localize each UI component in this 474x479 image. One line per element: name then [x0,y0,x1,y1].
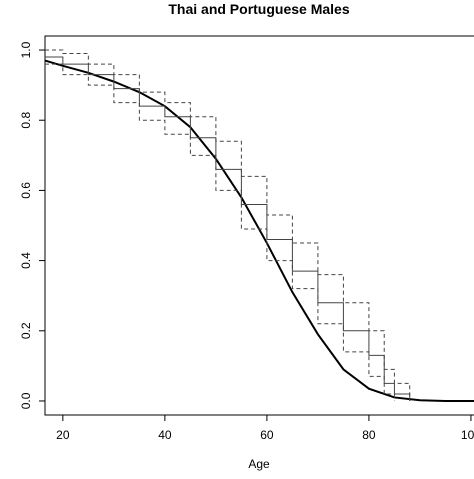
y-tick-label: 1.0 [19,41,33,58]
x-axis-label: Age [248,457,270,471]
y-tick-label: 0.4 [19,252,33,269]
chart-title: Thai and Portuguese Males [168,1,349,17]
x-tick-label: 40 [158,428,172,442]
step-line [45,49,411,401]
x-tick-label: 20 [56,428,70,442]
step-line [45,56,411,401]
x-tick-label: 100 [461,428,474,442]
x-tick-label: 80 [362,428,376,442]
step-line [45,63,395,401]
x-tick-label: 60 [260,428,274,442]
y-tick-label: 0.2 [19,322,33,339]
fitted-curve [44,59,474,402]
plot-frame [44,35,474,416]
y-tick-label: 0.8 [19,112,33,129]
y-tick-label: 0.6 [19,182,33,199]
y-tick-label: 0.0 [19,392,33,409]
